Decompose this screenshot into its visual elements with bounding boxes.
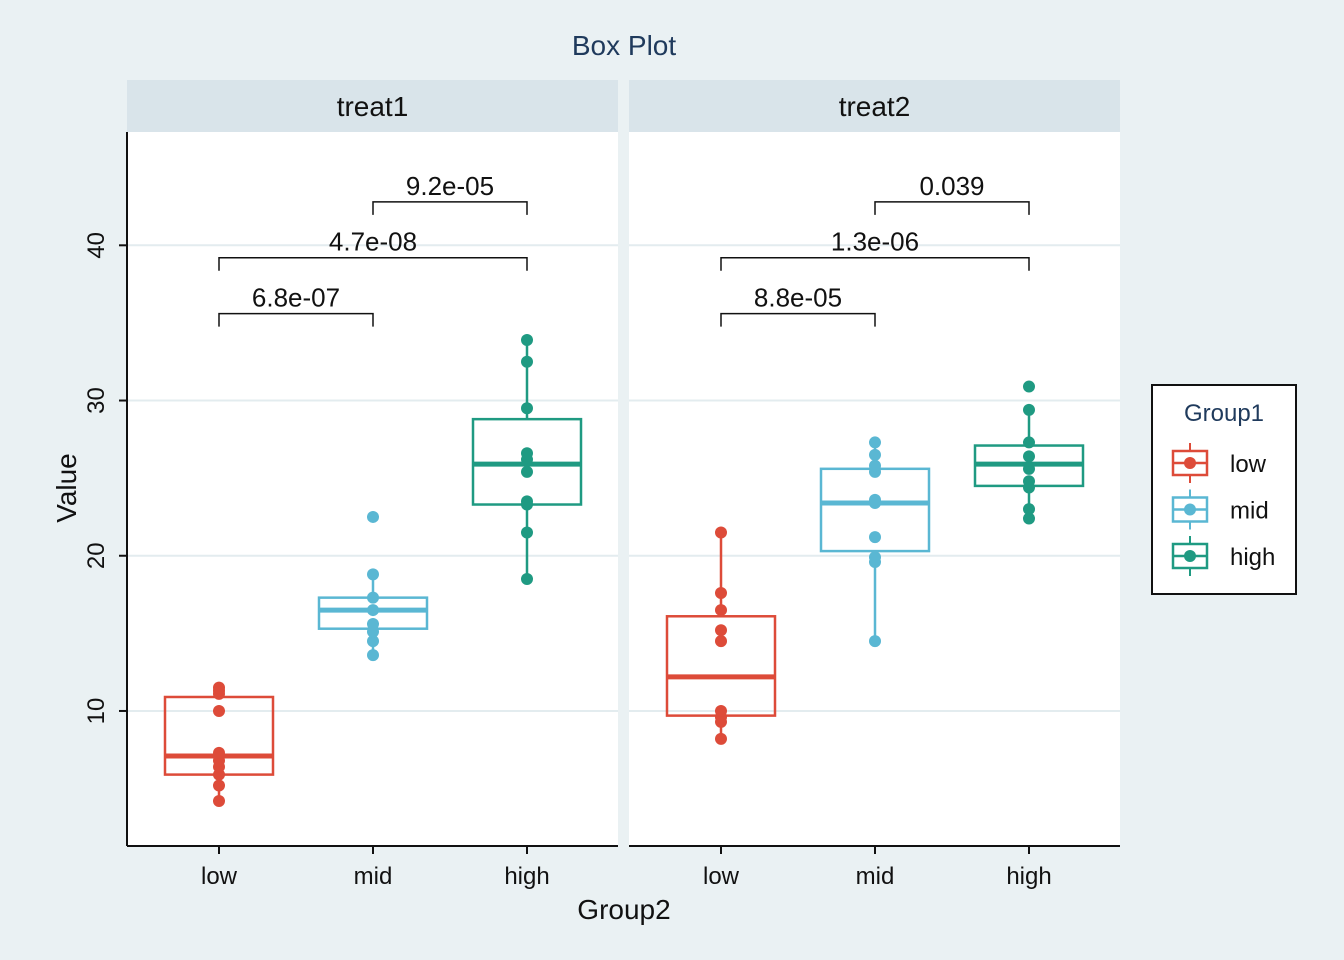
data-point	[869, 635, 881, 648]
bracket-line	[218, 312, 374, 327]
data-point	[1023, 503, 1035, 516]
comparison-bracket: 0.039	[874, 171, 1030, 215]
chart-title: Box Plot	[572, 30, 676, 61]
panel-treat2: treat2 low mid high 8.8e-05 1.3e-060.039	[629, 80, 1120, 890]
data-point	[521, 355, 533, 368]
data-point	[521, 526, 533, 539]
panel-background	[127, 132, 618, 846]
box-mid	[317, 510, 429, 662]
strip-label: treat1	[337, 91, 409, 122]
data-point	[1023, 380, 1035, 393]
x-tick-label: low	[703, 863, 740, 890]
data-point	[521, 402, 533, 415]
panel-treat1: treat1 10 20 30 40 low mid high 6.8e-07 4.7e-08 9.…	[83, 80, 618, 890]
legend-key-point	[1184, 457, 1196, 469]
strip-header	[629, 80, 1120, 132]
data-point	[869, 448, 881, 461]
data-point	[367, 635, 379, 648]
data-point	[1023, 403, 1035, 416]
comparison-bracket: 8.8e-05	[720, 283, 876, 327]
strip-label: treat2	[839, 91, 911, 122]
p-value-label: 1.3e-06	[831, 227, 919, 257]
p-value-label: 0.039	[919, 171, 984, 201]
data-point	[869, 551, 881, 564]
data-point	[367, 618, 379, 631]
data-point	[213, 779, 225, 792]
legend-label: low	[1230, 451, 1267, 478]
p-value-label: 4.7e-08	[329, 227, 417, 257]
legend-item-low: low	[1171, 443, 1267, 483]
legend-key-point	[1184, 550, 1196, 562]
bracket-line	[720, 312, 876, 327]
data-point	[1023, 450, 1035, 463]
x-axis-label: Group2	[577, 894, 670, 925]
data-point	[715, 604, 727, 617]
data-point	[715, 704, 727, 717]
x-tick-label: mid	[354, 863, 393, 890]
legend-label: high	[1230, 544, 1275, 571]
comparison-bracket: 4.7e-08	[218, 227, 528, 271]
box-mid	[819, 436, 931, 648]
comparison-bracket: 6.8e-07	[218, 283, 374, 327]
y-tick-label: 10	[83, 698, 110, 725]
x-tick-label: low	[201, 863, 238, 890]
data-point	[521, 573, 533, 586]
y-tick-label: 20	[83, 542, 110, 569]
box-high	[973, 380, 1085, 525]
y-tick-label: 30	[83, 387, 110, 414]
bracket-line	[372, 201, 528, 215]
box-high	[471, 333, 583, 586]
legend: Group1 low mid high	[1151, 384, 1297, 595]
data-point	[367, 591, 379, 604]
data-point	[869, 459, 881, 472]
bracket-line	[720, 256, 1030, 271]
bracket-line	[218, 256, 528, 271]
data-point	[367, 568, 379, 581]
data-point	[367, 510, 379, 523]
data-point	[521, 465, 533, 478]
data-point	[521, 333, 533, 346]
bracket-line	[874, 201, 1030, 215]
data-point	[213, 681, 225, 694]
data-point	[1023, 512, 1035, 525]
facet-panels: treat1 10 20 30 40 low mid high 6.8e-07 4.7e-08 9.…	[83, 80, 1120, 890]
data-point	[715, 586, 727, 599]
data-point	[367, 649, 379, 662]
data-point	[715, 732, 727, 745]
data-point	[213, 794, 225, 807]
box-low	[163, 681, 275, 807]
legend-title: Group1	[1184, 400, 1264, 427]
legend-key-point	[1184, 503, 1196, 516]
data-point	[213, 704, 225, 717]
data-point	[869, 436, 881, 449]
comparison-bracket: 1.3e-06	[720, 227, 1030, 271]
p-value-label: 6.8e-07	[252, 283, 340, 313]
data-point	[521, 495, 533, 508]
legend-label: mid	[1230, 498, 1269, 525]
y-axis-label: Value	[51, 453, 82, 523]
x-tick-label: high	[1006, 863, 1051, 890]
comparison-bracket: 9.2e-05	[372, 171, 528, 215]
legend-item-mid: mid	[1171, 489, 1269, 530]
data-point	[869, 531, 881, 544]
data-point	[1023, 436, 1035, 449]
data-point	[715, 624, 727, 637]
data-point	[715, 526, 727, 539]
data-point	[521, 447, 533, 460]
y-tick-label: 40	[83, 232, 110, 259]
x-tick-label: mid	[856, 863, 895, 890]
data-point	[1023, 475, 1035, 488]
x-tick-label: high	[504, 863, 549, 890]
strip-header	[127, 80, 618, 132]
data-point	[715, 635, 727, 648]
panel-background	[629, 132, 1120, 846]
p-value-label: 9.2e-05	[406, 171, 494, 201]
p-value-label: 8.8e-05	[754, 283, 842, 313]
box-low	[665, 526, 777, 745]
legend-item-high: high	[1171, 536, 1275, 576]
